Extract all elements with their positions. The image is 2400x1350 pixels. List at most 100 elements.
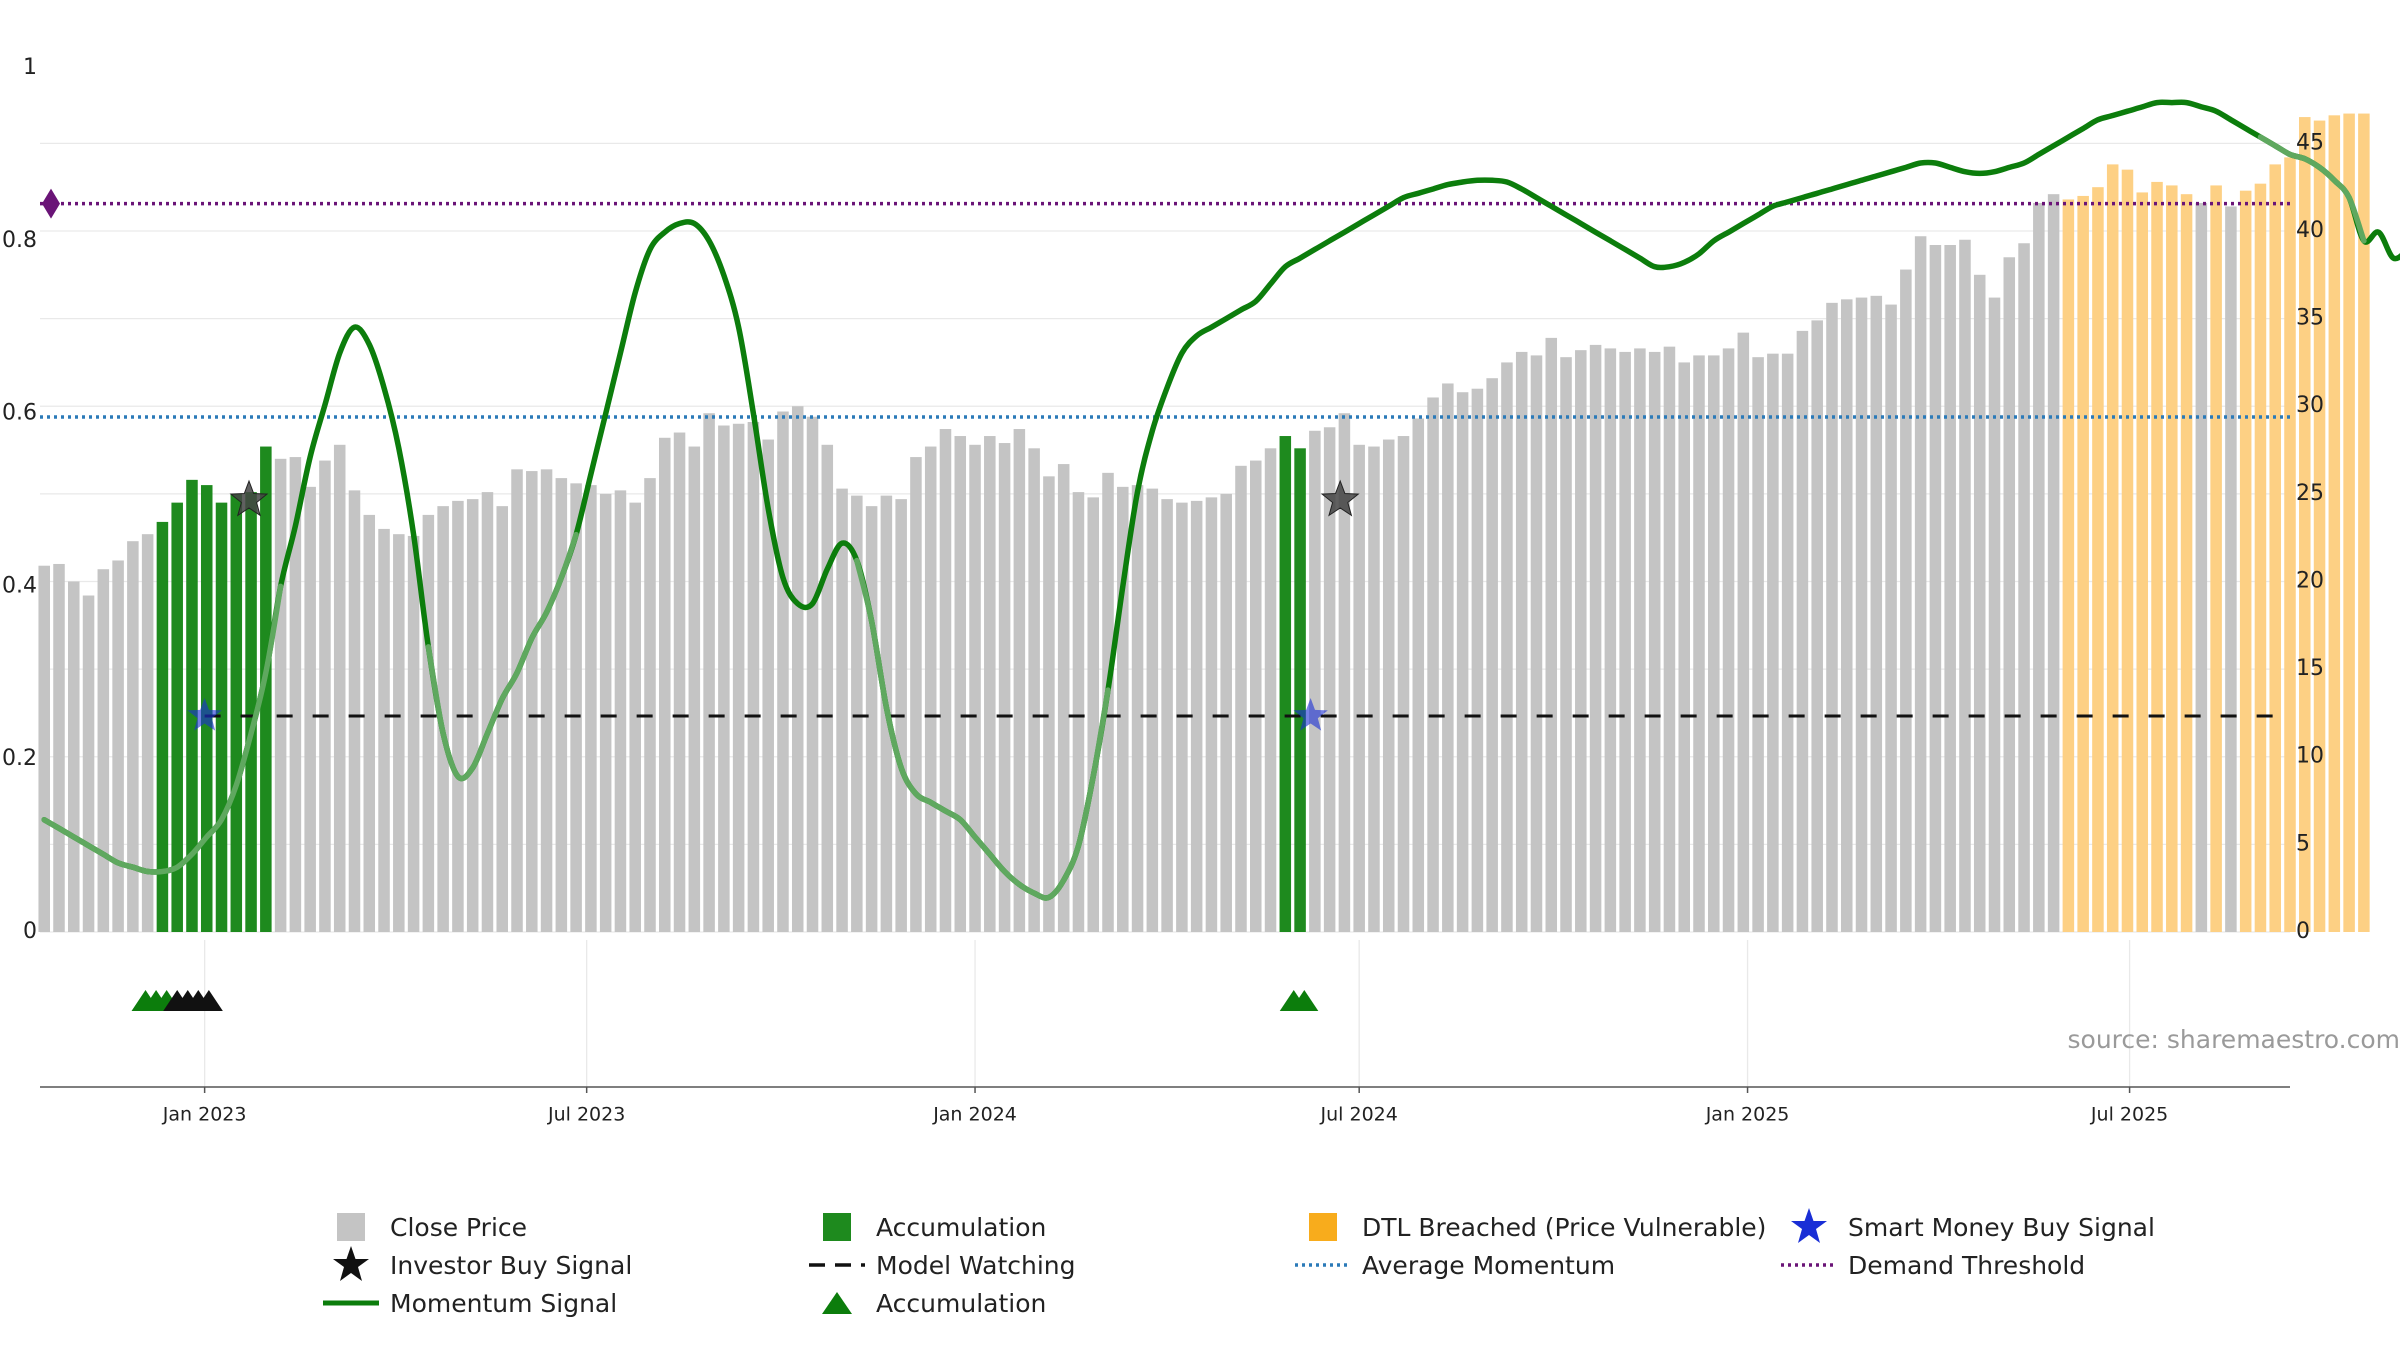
price-bar: [363, 514, 376, 932]
price-bar: [732, 423, 745, 932]
price-bar: [585, 485, 597, 932]
legend-label: Accumulation: [876, 1288, 1047, 1318]
price-bar: [2106, 164, 2119, 932]
price-bar: [97, 569, 110, 932]
price-bar: [127, 541, 139, 932]
legend-label: Smart Money Buy Signal: [1848, 1212, 2155, 1242]
y-right-tick-label: 5: [2296, 831, 2310, 856]
price-bar: [1146, 488, 1159, 932]
price-bar: [747, 422, 760, 932]
square-green-icon: [806, 1208, 868, 1246]
price-bar: [1840, 299, 1853, 932]
y-right-tick-label: 45: [2296, 130, 2324, 155]
price-bar: [1117, 486, 1129, 932]
price-bar: [2151, 181, 2163, 933]
x-tick-label: Jul 2025: [2090, 1104, 2168, 1126]
price-bar: [998, 443, 1011, 932]
price-bar: [304, 486, 316, 932]
line-green-icon: [320, 1284, 382, 1322]
legend-label: Demand Threshold: [1848, 1250, 2086, 1280]
y-left-tick-label: 0.2: [2, 746, 37, 771]
price-bar: [511, 469, 523, 932]
price-bar: [806, 416, 819, 932]
price-bar: [1294, 448, 1306, 932]
y-right-tick-label: 40: [2296, 218, 2324, 243]
price-bar: [1471, 388, 1484, 932]
price-bar: [1560, 357, 1572, 933]
price-bar: [348, 490, 361, 932]
price-bar: [526, 471, 538, 932]
price-bar: [1190, 500, 1203, 932]
y-right-tick-label: 10: [2296, 744, 2324, 769]
price-bar: [2003, 257, 2016, 933]
price-bar: [2358, 113, 2370, 933]
price-bar: [1205, 497, 1218, 932]
price-bar: [865, 506, 878, 932]
star-black-icon: [320, 1246, 382, 1284]
price-bar: [718, 425, 730, 932]
price-bar: [688, 446, 701, 932]
legend-item-investor-buy: Investor Buy Signal: [320, 1246, 632, 1284]
price-bar: [984, 436, 996, 932]
price-bar: [2077, 195, 2089, 933]
price-bar: [1264, 448, 1277, 932]
price-bar: [1323, 427, 1336, 932]
momentum-signal-faded-segment: [2257, 134, 2367, 244]
price-bar: [851, 495, 863, 932]
chart-area: Jan 2023 Jul 2023 Jan 2024 Jul 2024 Jan 2025…: [2, 55, 2400, 1126]
y-right-tick-label: 30: [2296, 393, 2324, 418]
momentum-signal-faded-segment: [854, 557, 1111, 901]
price-bar: [969, 444, 981, 932]
y-right-tick-label: 20: [2296, 568, 2324, 593]
price-bar: [68, 581, 80, 932]
price-bar: [171, 502, 183, 932]
price-bar: [1973, 274, 1986, 932]
price-bar: [1072, 492, 1085, 932]
y-left-tick-label: 0.6: [2, 401, 37, 426]
price-bar: [1249, 460, 1262, 932]
price-bar: [1043, 476, 1055, 932]
y-right-tick-label: 25: [2296, 481, 2324, 506]
price-bar: [141, 534, 154, 932]
price-bar: [2195, 202, 2208, 932]
legend-item-dtl-breached: DTL Breached (Price Vulnerable): [1292, 1208, 1766, 1246]
price-bar: [1900, 269, 1912, 932]
price-bar: [2092, 187, 2104, 932]
price-bar: [393, 534, 405, 932]
legend-item-model-watching: Model Watching: [806, 1246, 1076, 1284]
price-bar: [1545, 337, 1558, 932]
legend: Close Price Accumulation DTL Breached (P…: [320, 1208, 2220, 1338]
price-bar: [156, 521, 169, 932]
x-tick-label: Jul 2024: [1320, 1104, 1398, 1126]
price-bar: [555, 478, 568, 932]
price-bar: [1220, 493, 1232, 932]
price-bar: [1442, 383, 1454, 932]
demand-threshold-diamond: [42, 188, 60, 219]
smart-money-star: [1293, 698, 1328, 731]
price-bar: [777, 411, 789, 932]
legend-label: Close Price: [390, 1212, 528, 1242]
price-bar: [1752, 357, 1764, 933]
price-bar: [2033, 202, 2045, 932]
triangle-green-icon: [806, 1284, 868, 1322]
price-bar: [1057, 464, 1070, 932]
price-bar: [1456, 392, 1469, 932]
price-bar: [629, 502, 641, 932]
price-bar: [1427, 397, 1439, 932]
price-bar: [1767, 353, 1779, 932]
price-bar: [38, 565, 50, 932]
x-tick-label: Jan 2023: [162, 1104, 247, 1126]
price-bar: [2047, 194, 2060, 932]
price-bar: [1988, 297, 2001, 932]
price-bar: [1885, 304, 1897, 932]
price-bar: [2313, 120, 2326, 933]
x-tick-label: Jan 2024: [932, 1104, 1017, 1126]
price-bar: [481, 492, 494, 932]
price-bar: [378, 528, 390, 932]
price-bar: [540, 469, 553, 932]
legend-item-smart-money: Smart Money Buy Signal: [1778, 1208, 2155, 1246]
x-tick-label: Jul 2023: [547, 1104, 625, 1126]
price-bar: [2121, 169, 2134, 932]
price-bar: [1959, 239, 1971, 932]
y-left-tick-label: 0: [23, 919, 37, 944]
